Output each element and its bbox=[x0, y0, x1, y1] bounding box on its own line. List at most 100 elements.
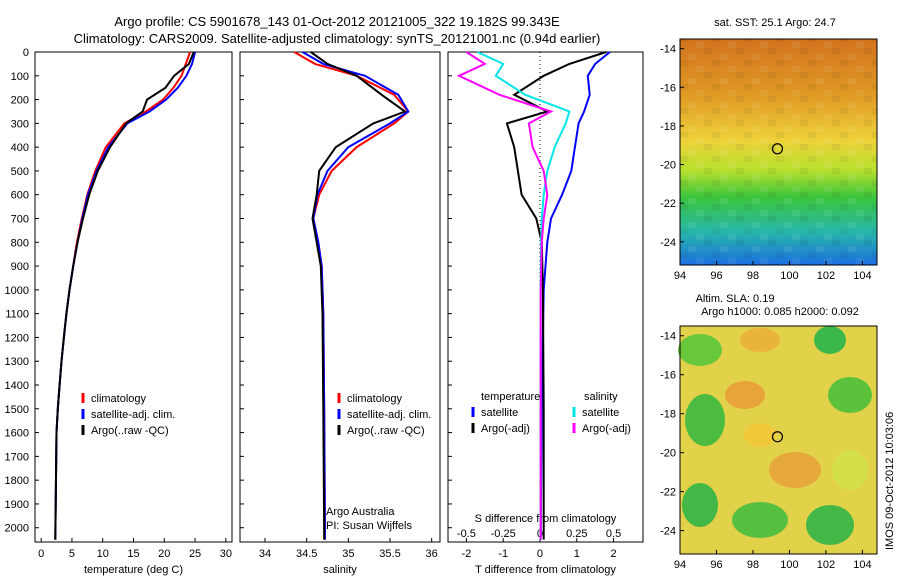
map-x-tick-label: 96 bbox=[710, 270, 722, 282]
y-tick-label: 1200 bbox=[5, 332, 29, 344]
x-tick-label: 30 bbox=[220, 548, 232, 560]
map-y-tick-label: -22 bbox=[660, 198, 676, 210]
x-tick-label: 35.5 bbox=[379, 548, 400, 560]
x-tick-label: 20 bbox=[158, 548, 170, 560]
x-axis-label: salinity bbox=[323, 564, 357, 576]
y-tick-label: 200 bbox=[11, 95, 29, 107]
credit-label: IMOS 09-Oct-2012 10:03:06 bbox=[884, 411, 896, 550]
y-tick-label: 400 bbox=[11, 142, 29, 154]
argo-position-marker bbox=[771, 143, 784, 155]
map-x-tick-label: 98 bbox=[747, 270, 759, 282]
y-tick-label: 100 bbox=[11, 71, 29, 83]
map-x-tick-label: 100 bbox=[780, 270, 798, 282]
map-y-tick-label: -24 bbox=[660, 526, 676, 538]
map-y-tick-label: -16 bbox=[660, 82, 676, 94]
series-line bbox=[54, 51, 195, 540]
y-tick-label: 600 bbox=[11, 190, 29, 202]
y-tick-label: 500 bbox=[11, 166, 29, 178]
y-tick-label: 1300 bbox=[5, 356, 29, 368]
legend-label: satellite bbox=[582, 407, 619, 419]
series-line bbox=[456, 51, 554, 540]
x-tick-label: 2 bbox=[611, 548, 617, 560]
map-x-tick-label: 102 bbox=[817, 559, 835, 571]
y-tick-label: 1800 bbox=[5, 475, 29, 487]
header-line1: Argo profile: CS 5901678_143 01-Oct-2012… bbox=[114, 14, 560, 29]
sla-map-title: Altim. SLA: 0.19 bbox=[696, 293, 775, 305]
top-x-axis-label: S difference from climatology bbox=[475, 513, 617, 525]
panel-temperature-frame bbox=[34, 51, 233, 543]
map-y-tick-label: -22 bbox=[660, 487, 676, 499]
y-tick-label: 900 bbox=[11, 261, 29, 273]
y-tick-label: 1700 bbox=[5, 451, 29, 463]
map-y-tick-label: -16 bbox=[660, 370, 676, 382]
legend-label: Argo(-adj) bbox=[582, 423, 631, 435]
map-x-tick-label: 102 bbox=[817, 270, 835, 282]
x-axis-label: T difference from climatology bbox=[475, 564, 616, 576]
sla-map-subtitle: Argo h1000: 0.085 h2000: 0.092 bbox=[701, 306, 859, 318]
map-x-tick-label: 98 bbox=[747, 559, 759, 571]
legend-label: satellite-adj. clim. bbox=[347, 409, 431, 421]
sla-field-blobs bbox=[678, 326, 872, 545]
x-tick-label: -2 bbox=[462, 548, 472, 560]
series-line bbox=[539, 51, 611, 540]
credit-annotation: Argo Australia bbox=[326, 506, 395, 518]
y-tick-label: 0 bbox=[23, 47, 29, 59]
x-tick-label: 10 bbox=[97, 548, 109, 560]
salinity-panel: 34 34.5 35 35.5 36 salinity climatology satelli… bbox=[239, 51, 441, 576]
credit-annotation: PI: Susan Wijffels bbox=[326, 520, 412, 532]
y-tick-label: 700 bbox=[11, 214, 29, 226]
header-line2: Climatology: CARS2009. Satellite-adjuste… bbox=[74, 31, 601, 46]
y-tick-label: 1000 bbox=[5, 285, 29, 297]
legend-label: satellite-adj. clim. bbox=[91, 409, 175, 421]
map-y-tick-label: -24 bbox=[660, 237, 676, 249]
map-x-tick-label: 100 bbox=[780, 559, 798, 571]
map-x-tick-label: 104 bbox=[853, 559, 871, 571]
map-y-tick-label: -18 bbox=[660, 121, 676, 133]
top-x-tick-label: -0.5 bbox=[457, 528, 476, 540]
x-tick-label: 5 bbox=[69, 548, 75, 560]
legend-label: Argo(..raw -QC) bbox=[91, 425, 169, 437]
top-x-tick-label: 0.5 bbox=[606, 528, 621, 540]
panel-difference-frame bbox=[447, 51, 644, 543]
x-axis-label: temperature (deg C) bbox=[84, 564, 183, 576]
legend-label: Argo(..raw -QC) bbox=[347, 425, 425, 437]
y-tick-label: 1400 bbox=[5, 380, 29, 392]
sst-map-title: sat. SST: 25.1 Argo: 24.7 bbox=[714, 17, 836, 29]
map-x-tick-label: 94 bbox=[674, 270, 686, 282]
x-tick-label: 34 bbox=[259, 548, 271, 560]
map-x-tick-label: 94 bbox=[674, 559, 686, 571]
legend-label: climatology bbox=[91, 393, 147, 405]
x-tick-label: 34.5 bbox=[296, 548, 317, 560]
y-tick-label: 1900 bbox=[5, 499, 29, 511]
series-line bbox=[310, 51, 408, 540]
argo-position-marker bbox=[771, 431, 784, 443]
panel-salinity-frame bbox=[239, 51, 441, 543]
x-tick-label: 36 bbox=[426, 548, 438, 560]
y-tick-label: 1500 bbox=[5, 404, 29, 416]
x-tick-label: 15 bbox=[127, 548, 139, 560]
map-y-tick-label: -20 bbox=[660, 160, 676, 172]
x-tick-label: 0 bbox=[537, 548, 543, 560]
y-tick-label: 300 bbox=[11, 118, 29, 130]
map-x-tick-label: 96 bbox=[710, 559, 722, 571]
map-y-tick-label: -20 bbox=[660, 448, 676, 460]
legend-title-temperature: temperature bbox=[481, 391, 540, 403]
y-tick-label: 1100 bbox=[5, 309, 29, 321]
sst-field-texture bbox=[680, 39, 877, 265]
y-tick-label: 1600 bbox=[5, 428, 29, 440]
x-tick-label: 1 bbox=[574, 548, 580, 560]
map-y-tick-label: -18 bbox=[660, 409, 676, 421]
y-tick-label: 800 bbox=[11, 237, 29, 249]
top-x-tick-label: 0.25 bbox=[566, 528, 587, 540]
x-tick-label: 35 bbox=[342, 548, 354, 560]
map-y-tick-label: -14 bbox=[660, 44, 676, 56]
x-tick-label: 0 bbox=[38, 548, 44, 560]
sst-map: sat. SST: 25.1 Argo: 24.7 94 96 98 100 102 10… bbox=[660, 17, 878, 282]
x-tick-label: 25 bbox=[189, 548, 201, 560]
map-y-tick-label: -14 bbox=[660, 331, 676, 343]
sst-map-frame bbox=[679, 38, 878, 266]
series-line bbox=[505, 51, 607, 540]
legend-title-salinity: salinity bbox=[584, 391, 618, 403]
x-tick-label: -1 bbox=[498, 548, 508, 560]
